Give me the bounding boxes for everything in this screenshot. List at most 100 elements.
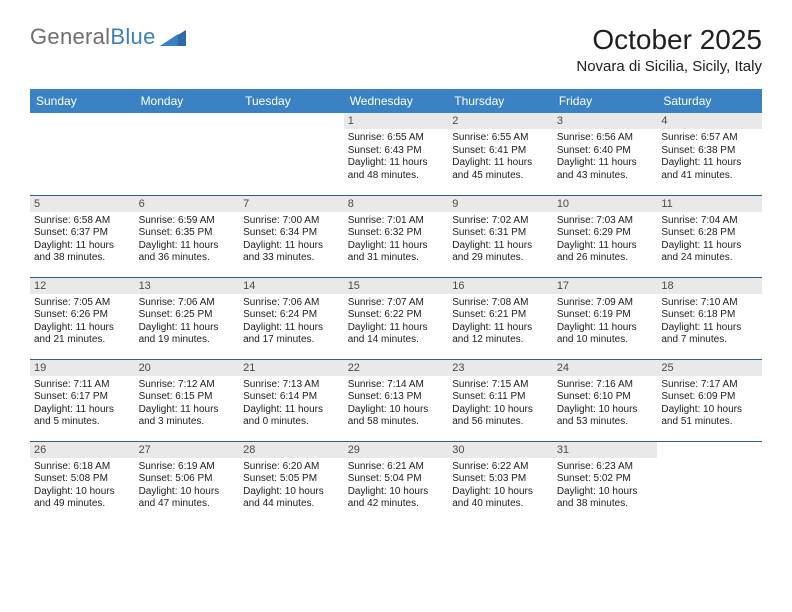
day-number: 5 [30,196,135,212]
sunset-text: Sunset: 6:29 PM [557,227,654,240]
sunrise-text: Sunrise: 7:15 AM [452,379,549,392]
calendar-cell: 21Sunrise: 7:13 AMSunset: 6:14 PMDayligh… [239,359,344,441]
calendar-cell: 8 Sunrise: 7:01 AMSunset: 6:32 PMDaylight… [344,195,449,277]
daylight-text: Daylight: 11 hours and 12 minutes. [452,322,549,347]
sunrise-text: Sunrise: 7:06 AM [139,297,236,310]
calendar-cell: 29Sunrise: 6:21 AMSunset: 5:04 PMDayligh… [344,441,449,523]
day-number: 15 [344,278,449,294]
calendar-cell: 14Sunrise: 7:06 AMSunset: 6:24 PMDayligh… [239,277,344,359]
day-info: Sunrise: 7:01 AMSunset: 6:32 PMDaylight:… [348,215,445,265]
calendar-cell: 2Sunrise: 6:55 AMSunset: 6:41 PMDaylight… [448,113,553,195]
calendar-cell: 16Sunrise: 7:08 AMSunset: 6:21 PMDayligh… [448,277,553,359]
day-number: 16 [448,278,553,294]
day-info: Sunrise: 7:16 AMSunset: 6:10 PMDaylight:… [557,379,654,429]
sunset-text: Sunset: 6:15 PM [139,391,236,404]
daylight-text: Daylight: 10 hours and 44 minutes. [243,486,340,511]
sunrise-text: Sunrise: 7:07 AM [348,297,445,310]
day-number: 17 [553,278,658,294]
daylight-text: Daylight: 10 hours and 53 minutes. [557,404,654,429]
day-number: 20 [135,360,240,376]
day-info: Sunrise: 7:11 AMSunset: 6:17 PMDaylight:… [34,379,131,429]
day-number: 28 [239,442,344,458]
calendar-cell: 20 Sunrise: 7:12 AMSunset: 6:15 PMDayligh… [135,359,240,441]
day-info: Sunrise: 7:00 AMSunset: 6:34 PMDaylight:… [243,215,340,265]
logo-triangle-icon [160,28,186,46]
logo: GeneralBlue [30,24,186,50]
calendar-cell: 6Sunrise: 6:59 AMSunset: 6:35 PMDaylight… [135,195,240,277]
sunset-text: Sunset: 6:31 PM [452,227,549,240]
calendar-cell [135,113,240,195]
day-number: 21 [239,360,344,376]
day-info: Sunrise: 6:21 AMSunset: 5:04 PMDaylight:… [348,461,445,511]
daylight-text: Daylight: 11 hours and 36 minutes. [139,240,236,265]
sunset-text: Sunset: 6:22 PM [348,309,445,322]
sunrise-text: Sunrise: 7:16 AM [557,379,654,392]
daylight-text: Daylight: 11 hours and 10 minutes. [557,322,654,347]
sunset-text: Sunset: 5:05 PM [243,473,340,486]
calendar-cell: 15 Sunrise: 7:07 AMSunset: 6:22 PMDayligh… [344,277,449,359]
sunrise-text: Sunrise: 6:20 AM [243,461,340,474]
sunrise-text: Sunrise: 6:19 AM [139,461,236,474]
sunrise-text: Sunrise: 7:17 AM [661,379,758,392]
day-number: 2 [448,113,553,129]
weekday-header: Saturday [657,89,762,113]
day-info: Sunrise: 7:04 AMSunset: 6:28 PMDaylight:… [661,215,758,265]
logo-text-1: General [30,24,110,50]
day-number: 10 [553,196,658,212]
calendar-cell: 30Sunrise: 6:22 AMSunset: 5:03 PMDayligh… [448,441,553,523]
calendar-row: 19Sunrise: 7:11 AMSunset: 6:17 PMDayligh… [30,359,762,441]
sunset-text: Sunset: 6:28 PM [661,227,758,240]
sunrise-text: Sunrise: 7:06 AM [243,297,340,310]
calendar-cell: 27Sunrise: 6:19 AMSunset: 5:06 PMDayligh… [135,441,240,523]
calendar-cell [657,441,762,523]
sunset-text: Sunset: 6:09 PM [661,391,758,404]
sunset-text: Sunset: 6:18 PM [661,309,758,322]
calendar-row: 26Sunrise: 6:18 AMSunset: 5:08 PMDayligh… [30,441,762,523]
day-number: 11 [657,196,762,212]
sunrise-text: Sunrise: 7:04 AM [661,215,758,228]
day-info: Sunrise: 7:02 AMSunset: 6:31 PMDaylight:… [452,215,549,265]
daylight-text: Daylight: 11 hours and 19 minutes. [139,322,236,347]
day-number: 25 [657,360,762,376]
daylight-text: Daylight: 10 hours and 56 minutes. [452,404,549,429]
sunrise-text: Sunrise: 6:23 AM [557,461,654,474]
day-number: 8 [344,196,449,212]
sunset-text: Sunset: 5:04 PM [348,473,445,486]
calendar-cell: 11 Sunrise: 7:04 AMSunset: 6:28 PMDayligh… [657,195,762,277]
calendar-cell: 24 Sunrise: 7:16 AMSunset: 6:10 PMDayligh… [553,359,658,441]
day-number: 4 [657,113,762,129]
day-info: Sunrise: 6:55 AMSunset: 6:43 PMDaylight:… [348,132,445,182]
calendar-cell: 19Sunrise: 7:11 AMSunset: 6:17 PMDayligh… [30,359,135,441]
day-info: Sunrise: 7:09 AMSunset: 6:19 PMDaylight:… [557,297,654,347]
sunrise-text: Sunrise: 7:13 AM [243,379,340,392]
sunrise-text: Sunrise: 7:14 AM [348,379,445,392]
daylight-text: Daylight: 11 hours and 17 minutes. [243,322,340,347]
calendar-row: 12 Sunrise: 7:05 AMSunset: 6:26 PM Dayligh… [30,277,762,359]
calendar-body: 1Sunrise: 6:55 AMSunset: 6:43 PMDaylight… [30,113,762,523]
sunrise-text: Sunrise: 7:02 AM [452,215,549,228]
sunrise-text: Sunrise: 7:11 AM [34,379,131,392]
day-number: 13 [135,278,240,294]
daylight-text: Daylight: 11 hours and 0 minutes. [243,404,340,429]
sunset-text: Sunset: 6:38 PM [661,145,758,158]
location-label: Novara di Sicilia, Sicily, Italy [576,58,762,75]
calendar-cell: 4Sunrise: 6:57 AMSunset: 6:38 PMDaylight… [657,113,762,195]
day-number: 24 [553,360,658,376]
day-info: Sunrise: 7:10 AMSunset: 6:18 PMDaylight:… [661,297,758,347]
daylight-text: Daylight: 10 hours and 42 minutes. [348,486,445,511]
sunset-text: Sunset: 5:08 PM [34,473,131,486]
sunrise-text: Sunrise: 7:05 AM [34,297,131,310]
day-number: 3 [553,113,658,129]
daylight-text: Daylight: 11 hours and 14 minutes. [348,322,445,347]
calendar-cell: 17 Sunrise: 7:09 AMSunset: 6:19 PMDayligh… [553,277,658,359]
day-info: Sunrise: 7:12 AMSunset: 6:15 PMDaylight:… [139,379,236,429]
sunset-text: Sunset: 6:13 PM [348,391,445,404]
sunrise-text: Sunrise: 6:55 AM [348,132,445,145]
sunset-text: Sunset: 6:19 PM [557,309,654,322]
sunrise-text: Sunrise: 7:12 AM [139,379,236,392]
weekday-header: Tuesday [239,89,344,113]
day-number: 12 [30,278,135,294]
sunrise-text: Sunrise: 7:08 AM [452,297,549,310]
sunset-text: Sunset: 6:26 PM [34,309,131,322]
day-number: 6 [135,196,240,212]
